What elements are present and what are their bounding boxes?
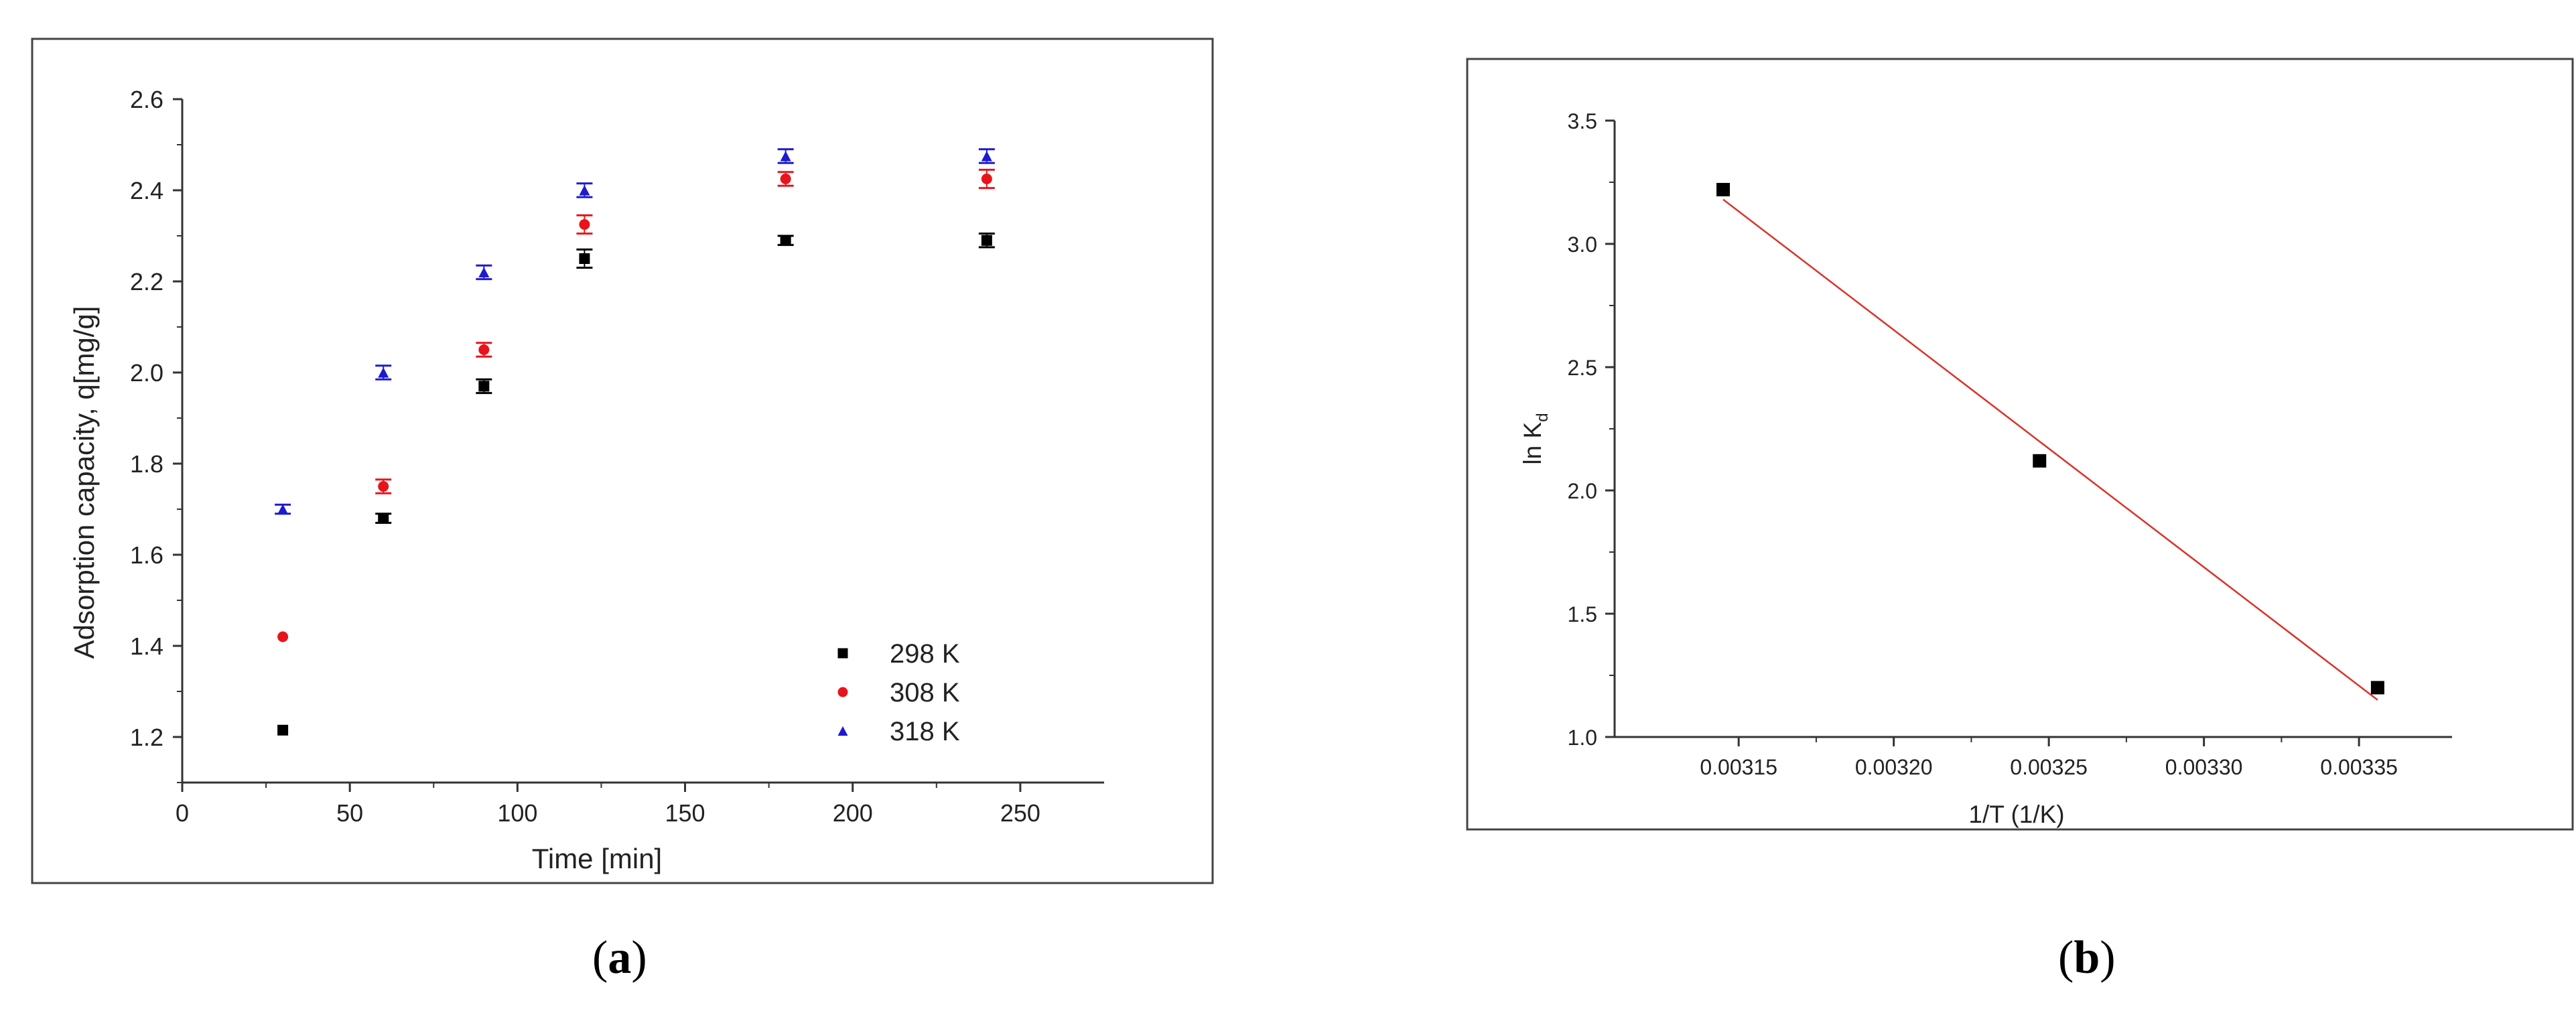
chart-a: 0 50 100 150 200 2501.21.41.61.82.02.22.42.6 … bbox=[31, 38, 1214, 884]
data-point bbox=[2033, 454, 2047, 468]
chart-a-y-tick-label: 1.8 bbox=[130, 450, 163, 478]
data-point bbox=[579, 185, 590, 196]
chart-a-y-tick-label: 1.2 bbox=[130, 724, 163, 751]
data-point bbox=[378, 513, 389, 524]
chart-a-frame bbox=[31, 38, 1214, 884]
chart-a-xlabel: Time [min] bbox=[532, 843, 662, 874]
data-point bbox=[2370, 681, 2384, 695]
chart-a-legend: 298 K 308 K 318 K bbox=[837, 639, 960, 746]
chart-b-y-tick-label: 3.0 bbox=[1568, 232, 1597, 257]
legend-marker bbox=[837, 648, 848, 659]
chart-b-ylabel: ln Kd bbox=[1519, 413, 1552, 464]
chart-b-y-tick-label: 2.0 bbox=[1568, 479, 1597, 503]
chart-b-x-tick-label: 0.00330 bbox=[2165, 755, 2243, 779]
chart-b-x-tick-label: 0.00320 bbox=[1855, 755, 1933, 779]
chart-b-x-tick-label: 0.00325 bbox=[2010, 755, 2088, 779]
data-point bbox=[277, 631, 289, 643]
data-point bbox=[780, 234, 791, 246]
chart-b-y-tick-label: 3.5 bbox=[1568, 109, 1597, 133]
chart-a-y-tick-label: 2.0 bbox=[130, 359, 163, 387]
chart-a-x-tick-label: 0 bbox=[176, 799, 189, 827]
chart-a-y-tick-label: 2.6 bbox=[130, 86, 163, 113]
chart-a-x-tick-label: 150 bbox=[665, 799, 705, 827]
chart-b-y-tick-label: 1.0 bbox=[1568, 726, 1597, 750]
caption-a: (a) bbox=[592, 932, 647, 984]
chart-b-xlabel: 1/T (1/K) bbox=[1968, 801, 2064, 828]
data-point bbox=[478, 267, 490, 277]
chart-b-x-tick-label: 0.00315 bbox=[1700, 755, 1777, 779]
legend-marker bbox=[837, 726, 848, 736]
data-point bbox=[277, 504, 289, 515]
legend-label: 308 K bbox=[890, 678, 960, 708]
chart-b-x-tick-label: 0.00335 bbox=[2320, 755, 2398, 779]
chart-a-x-tick-label: 50 bbox=[336, 799, 363, 827]
data-point bbox=[981, 234, 992, 246]
chart-a-y-tick-label: 1.6 bbox=[130, 541, 163, 569]
chart-a-x-tick-label: 200 bbox=[833, 799, 873, 827]
caption-b-letter: b bbox=[2074, 932, 2100, 984]
data-point bbox=[478, 381, 490, 392]
data-point bbox=[981, 151, 992, 161]
chart-b: 0.00315 0.00320 0.00325 0.00330 0.00335 1.0 1.… bbox=[1466, 58, 2574, 831]
data-point bbox=[378, 367, 389, 378]
chart-b-y-tick-label: 2.5 bbox=[1568, 356, 1597, 380]
chart-a-marks bbox=[275, 148, 995, 736]
data-point bbox=[780, 151, 791, 161]
chart-a-y-tick-label: 1.4 bbox=[130, 632, 163, 660]
caption-b: (b) bbox=[2058, 932, 2116, 984]
chart-a-x-tick-label: 100 bbox=[497, 799, 537, 827]
chart-b-y-tick-label: 1.5 bbox=[1568, 602, 1597, 626]
chart-b-axes: 0.00315 0.00320 0.00325 0.00330 0.00335 1.0 1.… bbox=[1568, 109, 2452, 779]
data-point bbox=[780, 174, 791, 184]
legend-label: 298 K bbox=[890, 639, 960, 669]
legend-marker bbox=[837, 687, 848, 697]
fit-line bbox=[1722, 198, 2378, 701]
legend-label: 318 K bbox=[890, 717, 960, 746]
data-point bbox=[277, 724, 289, 736]
chart-b-frame bbox=[1466, 58, 2574, 831]
data-point bbox=[478, 344, 490, 355]
chart-a-axes: 0 50 100 150 200 250 1.2 1.4 1.6 1.8 2.0 2.2 2.4 2.6 bbox=[130, 86, 1104, 827]
caption-a-letter: a bbox=[608, 932, 632, 984]
chart-a-ylabel: Adsorption capacity, q[mg/g] bbox=[68, 306, 100, 659]
data-point bbox=[579, 253, 590, 264]
chart-b-ylabel-main: ln K bbox=[1519, 421, 1546, 464]
data-point bbox=[378, 481, 389, 492]
data-point bbox=[579, 219, 590, 230]
data-point bbox=[1716, 183, 1731, 197]
chart-b-ylabel-sub: d bbox=[1534, 413, 1552, 421]
chart-a-x-tick-label: 250 bbox=[1000, 799, 1040, 827]
data-point bbox=[981, 174, 992, 184]
chart-a-y-tick-label: 2.2 bbox=[130, 268, 163, 295]
chart-a-y-tick-label: 2.4 bbox=[130, 177, 163, 204]
chart-b-marks bbox=[1716, 183, 2384, 701]
